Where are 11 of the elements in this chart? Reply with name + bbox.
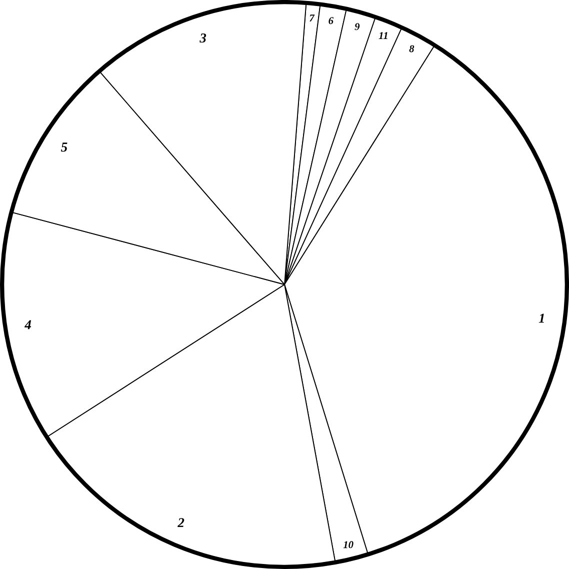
slice-label: 2 — [178, 518, 184, 528]
slice-label: 4 — [24, 320, 32, 330]
slice-label: 7 — [310, 14, 315, 22]
slice-label: 1 — [538, 314, 544, 323]
slice-label: 3 — [200, 33, 206, 43]
slice-label: 5 — [60, 142, 68, 152]
slice-label: 8 — [409, 45, 414, 52]
slice-label: 11 — [378, 32, 388, 39]
slice-label: 10 — [343, 541, 354, 548]
slice-label: 9 — [354, 23, 360, 30]
slice-label: 6 — [328, 17, 334, 24]
